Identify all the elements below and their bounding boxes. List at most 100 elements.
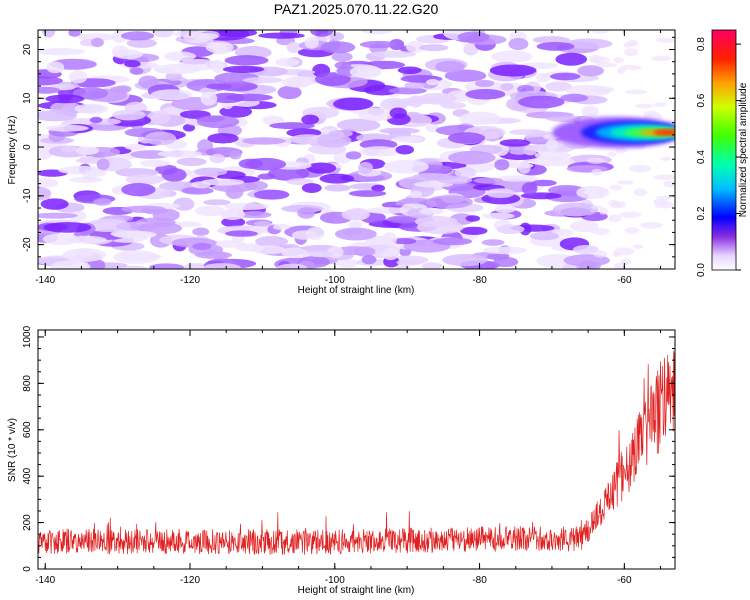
spectral-blob: [651, 55, 672, 62]
spectral-blob: [624, 89, 648, 95]
colorbar-tick-label: 0.6: [696, 93, 707, 107]
spectral-blob: [334, 227, 377, 241]
spectral-blob: [165, 72, 183, 81]
spectral-blob: [320, 41, 356, 54]
spectral-blob: [491, 50, 533, 63]
x-tick-label: -140: [35, 575, 55, 586]
spectral-blob: [255, 235, 289, 248]
x-tick-label: -60: [617, 575, 632, 586]
y-tick-label: 1000: [22, 325, 33, 348]
spectral-blob: [277, 263, 308, 269]
colorbar: 0.0 0.2 0.4 0.6 0.8 Normalized spectral ampl…: [696, 29, 749, 277]
spectral-blob: [190, 181, 211, 189]
spectral-blob: [463, 43, 479, 56]
spectral-blob: [412, 172, 453, 181]
spectral-blob: [254, 220, 272, 227]
spectral-blob: [591, 168, 603, 176]
spectral-blob: [225, 230, 258, 237]
spectral-blob: [663, 180, 675, 188]
snr-xlabel: Height of straight line (km): [298, 585, 415, 596]
spectral-blob: [333, 97, 374, 111]
spectral-blob: [341, 209, 368, 221]
spectral-blob: [405, 40, 425, 53]
spectrogram-xlabel: Height of straight line (km): [298, 285, 415, 296]
spectral-blob: [608, 214, 622, 223]
spectral-blob: [129, 67, 144, 75]
spectral-blob: [155, 164, 178, 175]
spectral-peak-band: [551, 116, 675, 149]
spectral-blob: [281, 247, 308, 259]
spectral-blob: [531, 156, 575, 167]
x-tick-label: -60: [617, 275, 632, 286]
colorbar-tick-label: 0.4: [696, 150, 707, 164]
spectral-blob: [110, 86, 129, 93]
spectral-blob: [329, 32, 345, 41]
spectral-blob: [192, 227, 210, 236]
spectral-blob: [262, 115, 284, 126]
spectral-blob: [465, 215, 481, 222]
spectral-blob: [38, 86, 61, 94]
spectral-blob: [508, 37, 529, 51]
spectral-blob: [194, 167, 228, 177]
spectral-blob: [309, 30, 334, 37]
spectral-blob: [536, 41, 575, 51]
spectral-blob: [126, 38, 157, 48]
spectral-blob: [496, 224, 525, 235]
spectral-blob: [138, 75, 159, 89]
spectral-blob: [334, 61, 352, 70]
spectral-blob: [489, 64, 537, 77]
spectral-blob: [277, 85, 302, 100]
spectral-blob: [509, 129, 542, 136]
spectral-blob: [609, 184, 623, 191]
spectral-blob: [448, 150, 496, 165]
spectral-blob: [91, 37, 104, 48]
spectral-blob: [275, 58, 300, 67]
spectral-blob: [50, 260, 91, 269]
spectral-blob: [586, 157, 606, 164]
spectral-blob: [244, 180, 268, 191]
y-tick-label: 20: [22, 44, 33, 56]
spectral-blob: [608, 199, 620, 206]
spectral-blob: [617, 180, 635, 185]
spectral-blob: [205, 41, 234, 54]
spectral-blob: [624, 48, 639, 57]
spectral-blob: [196, 115, 240, 129]
spectral-blob: [153, 64, 201, 75]
spectral-blob: [545, 139, 559, 152]
spectral-blob: [269, 122, 316, 130]
spectral-blob: [43, 222, 92, 233]
spectral-blob: [245, 157, 287, 171]
spectral-blob: [272, 223, 291, 231]
spectral-blob: [75, 146, 99, 155]
spectral-blob: [78, 155, 98, 163]
spectral-blob: [124, 60, 141, 68]
spectral-blob: [616, 67, 626, 75]
spectral-blob: [331, 52, 353, 62]
spectral-blob: [112, 49, 144, 60]
spectral-blob: [612, 252, 621, 258]
spectral-blob: [613, 262, 625, 269]
spectral-blob: [38, 187, 52, 201]
spectral-blob: [38, 212, 78, 219]
spectral-blob: [93, 198, 112, 206]
spectral-blob: [182, 123, 196, 132]
spectrogram-blobs: [38, 30, 675, 269]
colorbar-tick-label: 0.0: [696, 263, 707, 277]
spectral-blob: [653, 174, 675, 180]
spectral-blob: [507, 162, 534, 169]
spectral-blob: [220, 208, 245, 220]
snr-ticks: -140 -120 -100 -80 -60 0 200 400 600 800 1000: [22, 325, 675, 586]
spectral-blob: [435, 60, 465, 73]
peak-band-layer: [653, 130, 675, 135]
spectral-blob: [409, 190, 423, 199]
y-tick-label: 800: [22, 375, 33, 392]
spectrogram-frame: [37, 29, 676, 270]
x-tick-label: -120: [180, 575, 200, 586]
spectral-blob: [87, 259, 106, 269]
spectral-blob: [206, 83, 232, 90]
y-tick-label: 10: [22, 92, 33, 104]
spectral-blob: [615, 146, 627, 154]
spectral-blob: [613, 56, 625, 64]
spectral-blob: [425, 79, 440, 86]
